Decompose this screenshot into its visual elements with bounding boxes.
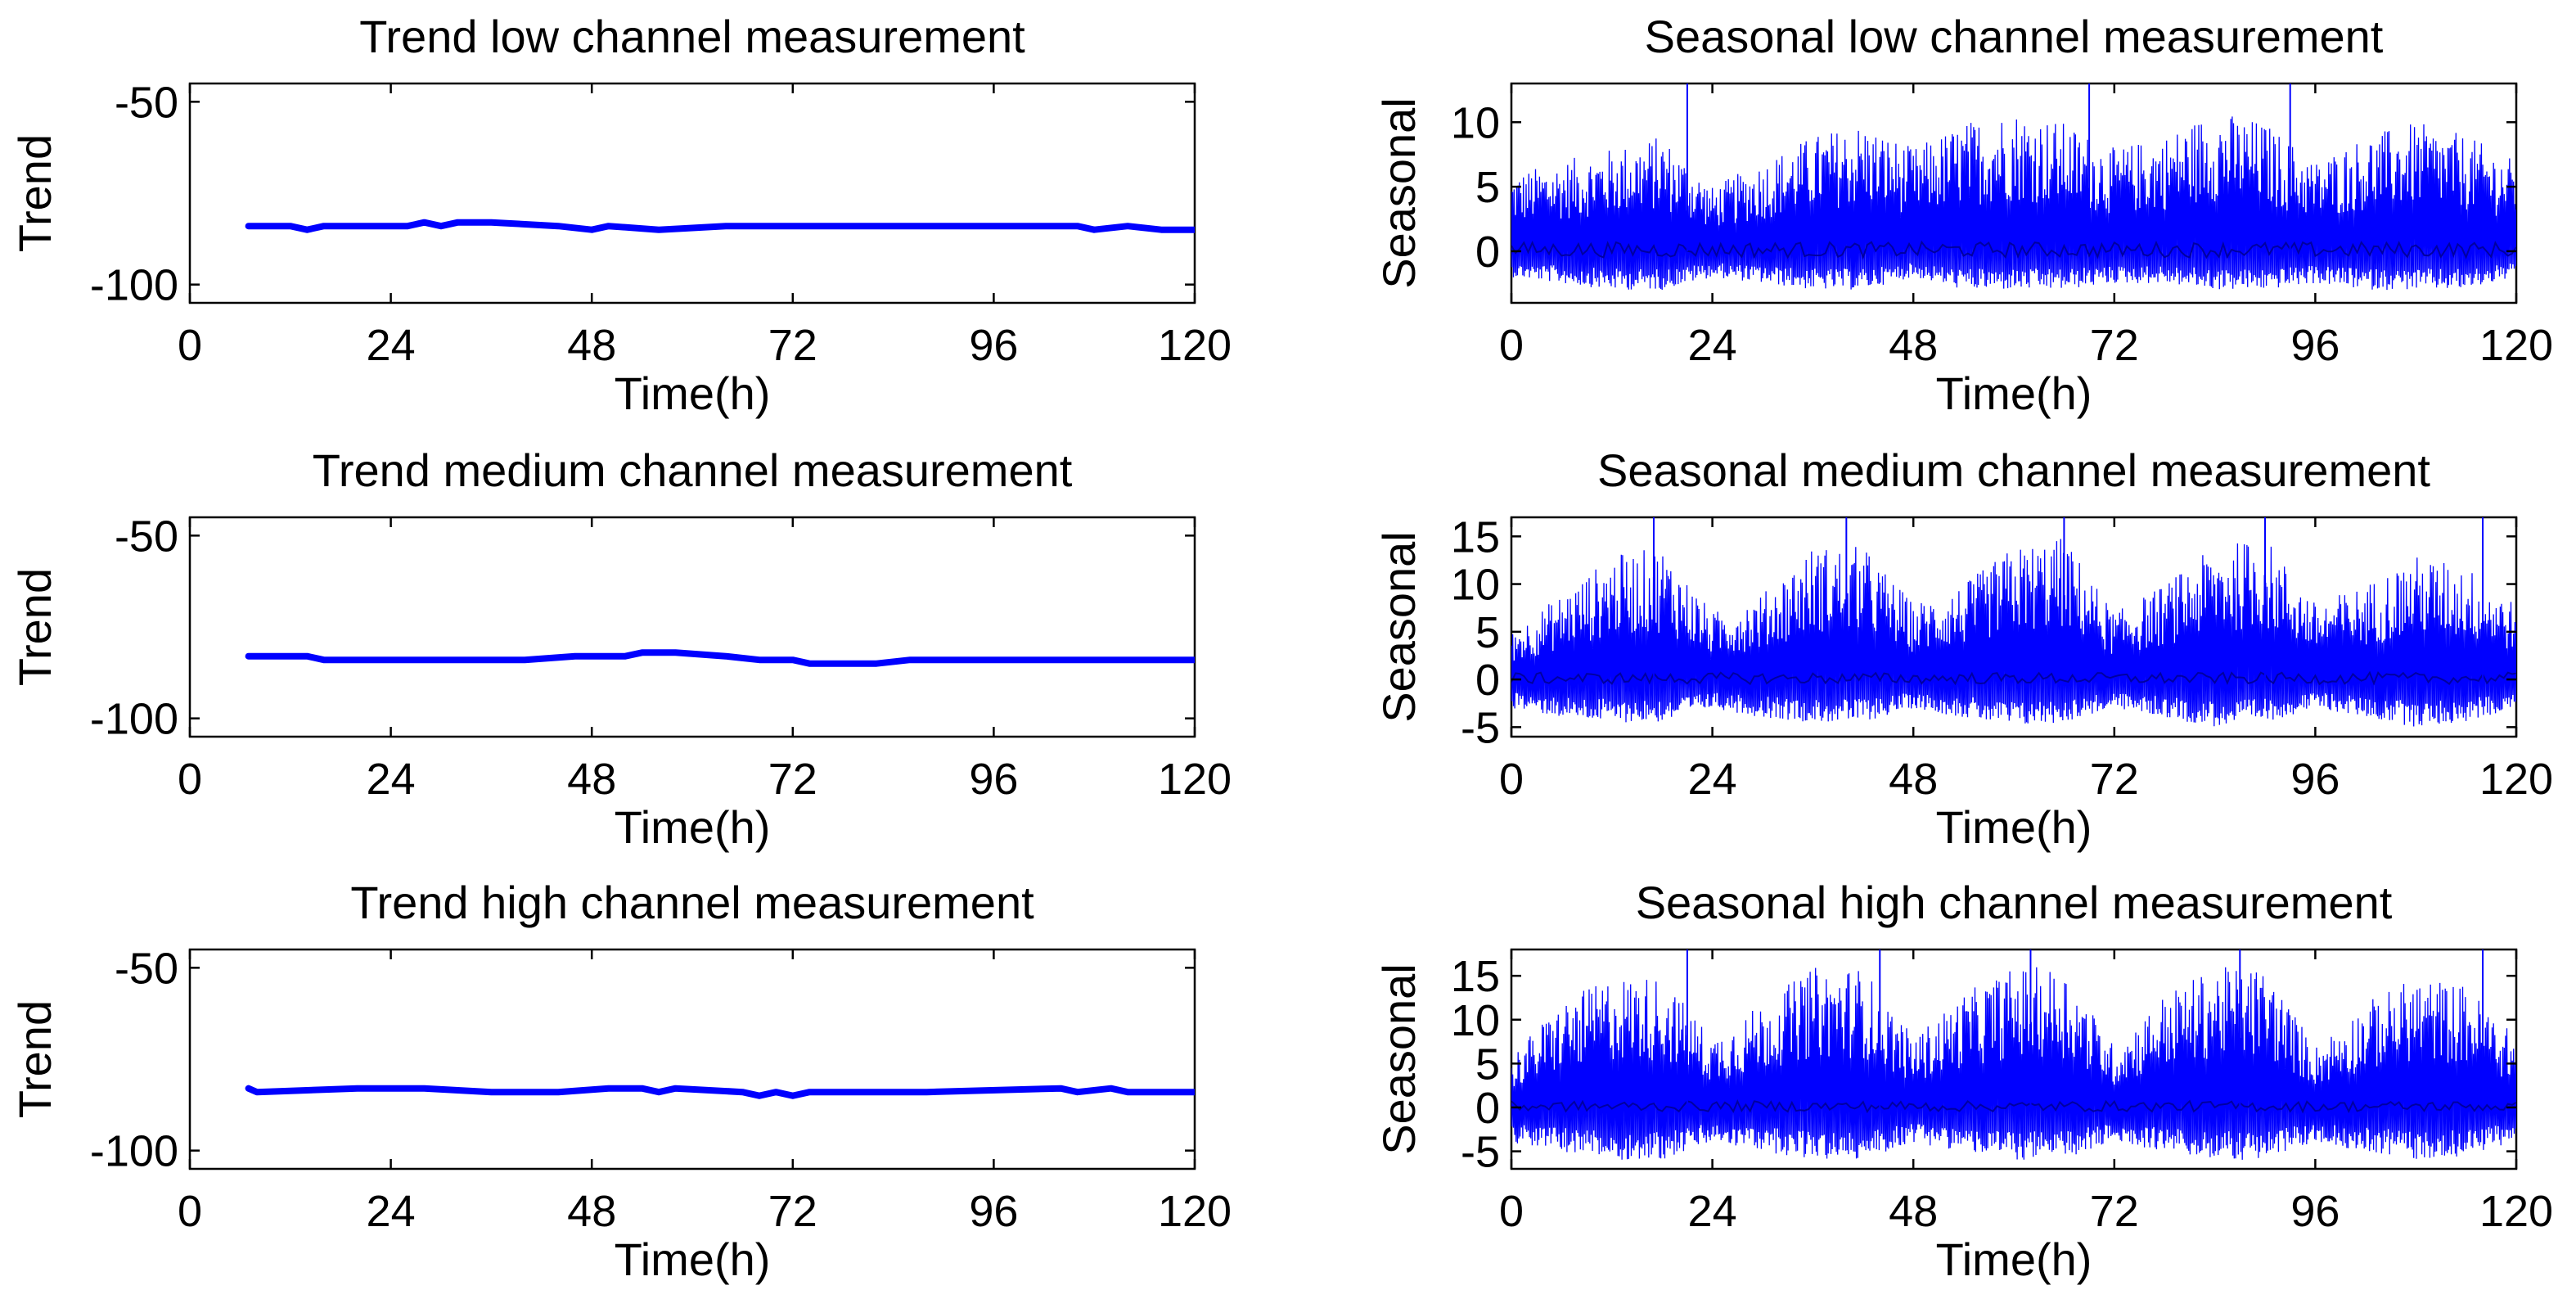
seasonal-baseline-line xyxy=(1511,1098,2516,1114)
x-tick-label: 24 xyxy=(1688,755,1737,804)
y-tick-label: 10 xyxy=(1451,561,1500,610)
chart-panel-3: 0 24 48 72 96 120 -100 -50 Trend medium channel … xyxy=(9,444,1232,853)
x-tick-label: 48 xyxy=(567,321,616,370)
x-tick-label: 96 xyxy=(2290,755,2340,804)
x-tick-label: 48 xyxy=(1889,755,1938,804)
y-tick-label: 5 xyxy=(1475,1040,1500,1089)
y-axis-label: Seasonal xyxy=(1373,97,1425,289)
x-tick-label: 48 xyxy=(567,1187,616,1236)
x-axis-label: Time(h) xyxy=(615,368,771,419)
x-tick-label: 72 xyxy=(2090,321,2139,370)
x-axis-label: Time(h) xyxy=(1936,368,2092,419)
chart-panel-1: 0 24 48 72 96 120 -100 -50 Trend low channel mea… xyxy=(9,11,1232,419)
y-tick-label: -100 xyxy=(90,1127,178,1176)
x-tick-label: 120 xyxy=(1158,321,1232,370)
y-tick-label: -50 xyxy=(115,944,178,993)
y-tick-label: -100 xyxy=(90,695,178,744)
x-tick-label: 24 xyxy=(367,1187,416,1236)
x-axis-label: Time(h) xyxy=(615,801,771,853)
x-tick-label: 72 xyxy=(768,1187,817,1236)
plot-frame xyxy=(188,516,1196,738)
x-tick-label: 96 xyxy=(2290,1187,2340,1236)
seasonal-series-line xyxy=(1511,116,2516,291)
x-tick-label: 24 xyxy=(367,321,416,370)
x-tick-label: 72 xyxy=(2090,1187,2139,1236)
x-tick-label: 72 xyxy=(768,755,817,804)
y-tick-label: 5 xyxy=(1475,608,1500,657)
y-axis-label: Seasonal xyxy=(1373,531,1425,723)
x-tick-label: 72 xyxy=(2090,755,2139,804)
x-axis-label: Time(h) xyxy=(615,1234,771,1285)
x-tick-label: 0 xyxy=(178,321,202,370)
chart-title: Trend low channel measurement xyxy=(359,11,1025,62)
chart-title: Seasonal high channel measurement xyxy=(1636,877,2393,928)
x-tick-label: 0 xyxy=(1499,755,1524,804)
x-tick-label: 0 xyxy=(1499,1187,1524,1236)
y-tick-label: 10 xyxy=(1451,996,1500,1045)
y-tick-label: 5 xyxy=(1475,163,1500,212)
y-tick-label: -50 xyxy=(115,78,178,127)
x-tick-label: 96 xyxy=(969,1187,1018,1236)
y-axis-label: Trend xyxy=(9,568,61,686)
x-tick-label: 24 xyxy=(1688,1187,1737,1236)
x-tick-label: 0 xyxy=(1499,321,1524,370)
y-tick-label: 15 xyxy=(1451,952,1500,1001)
y-tick-label: -50 xyxy=(115,512,178,561)
chart-title: Trend high channel measurement xyxy=(350,877,1034,928)
chart-title: Seasonal low channel measurement xyxy=(1645,11,2384,62)
trend-series-line xyxy=(245,649,1195,667)
y-axis-label: Seasonal xyxy=(1373,963,1425,1155)
x-tick-label: 0 xyxy=(178,1187,202,1236)
plot-frame xyxy=(188,82,1196,304)
x-tick-label: 48 xyxy=(567,755,616,804)
y-tick-label: 0 xyxy=(1475,1084,1500,1133)
x-tick-label: 120 xyxy=(2479,1187,2553,1236)
x-tick-label: 120 xyxy=(2479,755,2553,804)
y-tick-label: -100 xyxy=(90,261,178,310)
x-tick-label: 48 xyxy=(1889,321,1938,370)
x-tick-label: 120 xyxy=(1158,1187,1232,1236)
x-tick-label: 0 xyxy=(178,755,202,804)
chart-title: Trend medium channel measurement xyxy=(313,444,1073,496)
x-tick-label: 96 xyxy=(969,755,1018,804)
y-tick-label: -5 xyxy=(1461,703,1500,752)
y-tick-label: 10 xyxy=(1451,98,1500,147)
chart-title: Seasonal medium channel measurement xyxy=(1597,444,2430,496)
y-axis-label: Trend xyxy=(9,134,61,252)
seasonal-baseline-line xyxy=(1511,240,2516,260)
y-tick-label: 0 xyxy=(1475,228,1500,277)
plot-frame xyxy=(188,948,1196,1170)
trend-series-line xyxy=(245,219,1195,233)
chart-panel-2: 0 24 48 72 96 120 0 5 10 Seasonal low channel mea… xyxy=(1373,11,2553,419)
x-tick-label: 96 xyxy=(2290,321,2340,370)
y-tick-label: 15 xyxy=(1451,512,1500,562)
x-tick-label: 24 xyxy=(1688,321,1737,370)
x-tick-label: 24 xyxy=(367,755,416,804)
seasonal-series-line xyxy=(1511,539,2516,727)
y-axis-label: Trend xyxy=(9,1000,61,1118)
y-tick-label: 0 xyxy=(1475,656,1500,705)
x-tick-label: 72 xyxy=(768,321,817,370)
seasonal-series-line xyxy=(1511,967,2516,1160)
x-axis-label: Time(h) xyxy=(1936,801,2092,853)
seasonal-baseline-line xyxy=(1511,670,2516,686)
y-tick-label: -5 xyxy=(1461,1128,1500,1177)
x-tick-label: 48 xyxy=(1889,1187,1938,1236)
x-axis-label: Time(h) xyxy=(1936,1234,2092,1285)
trend-series-line xyxy=(245,1085,1195,1099)
x-tick-label: 120 xyxy=(1158,755,1232,804)
x-tick-label: 96 xyxy=(969,321,1018,370)
x-tick-label: 120 xyxy=(2479,321,2553,370)
chart-panel-5: 0 24 48 72 96 120 -100 -50 Trend high channel me… xyxy=(9,877,1232,1285)
